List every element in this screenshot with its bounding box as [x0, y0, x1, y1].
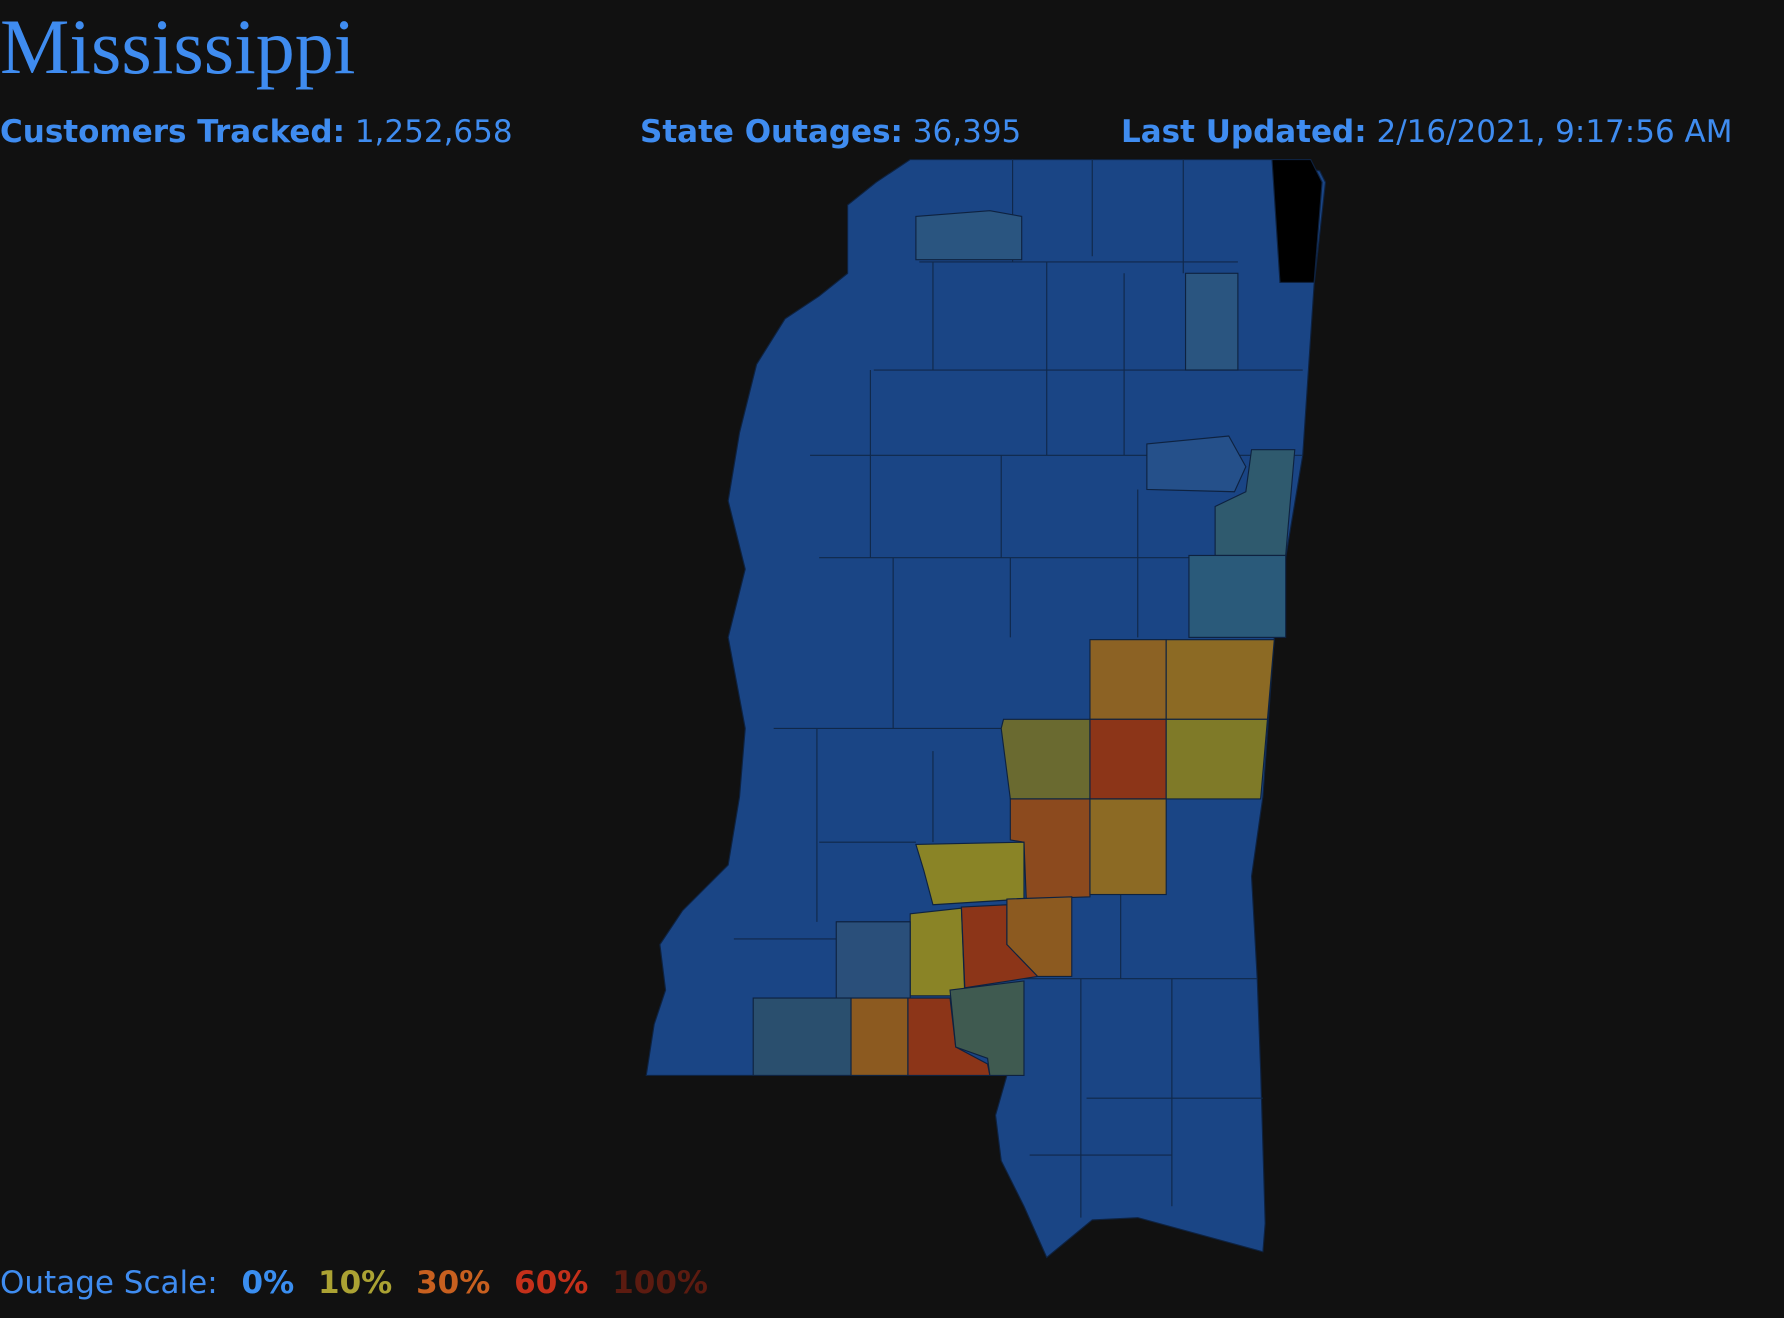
- legend: Outage Scale: 0% 10% 30% 60% 100%: [0, 1265, 708, 1301]
- county: [1165, 718, 1269, 800]
- stat: State Outages: 36,395: [640, 114, 1021, 150]
- county: [1146, 435, 1247, 493]
- county: [1089, 639, 1167, 720]
- county: [1165, 639, 1275, 720]
- county: [909, 907, 966, 997]
- county: [1271, 158, 1323, 283]
- county: [1089, 718, 1167, 800]
- county: [915, 210, 1023, 261]
- legend-step: 30%: [416, 1265, 491, 1301]
- county: [1184, 272, 1239, 371]
- county: [850, 997, 909, 1076]
- stat-value: 2/16/2021, 9:17:56 AM: [1376, 114, 1733, 150]
- stat-value: 1,252,658: [354, 114, 513, 150]
- legend-step: 100%: [612, 1265, 708, 1301]
- legend-step: 60%: [514, 1265, 589, 1301]
- county: [835, 921, 911, 999]
- county: [915, 841, 1025, 906]
- county: [1089, 798, 1167, 896]
- county: [752, 997, 852, 1076]
- county: [907, 997, 991, 1076]
- stat-value: 36,395: [912, 114, 1022, 150]
- county: [1006, 896, 1073, 978]
- stat-label: State Outages:: [640, 114, 903, 150]
- stat-label: Last Updated:: [1121, 114, 1367, 150]
- stat: Last Updated: 2/16/2021, 9:17:56 AM: [1121, 114, 1732, 150]
- legend-step: 0%: [241, 1265, 295, 1301]
- legend-label: Outage Scale:: [0, 1265, 218, 1301]
- county: [949, 980, 1025, 1076]
- stat: Customers Tracked: 1,252,658: [0, 114, 513, 150]
- title: Mississippi: [0, 3, 356, 90]
- stat-label: Customers Tracked:: [0, 114, 345, 150]
- legend-step: 10%: [318, 1265, 393, 1301]
- county: [1000, 718, 1091, 800]
- county-borders: [733, 159, 1303, 1218]
- county: [1188, 554, 1287, 638]
